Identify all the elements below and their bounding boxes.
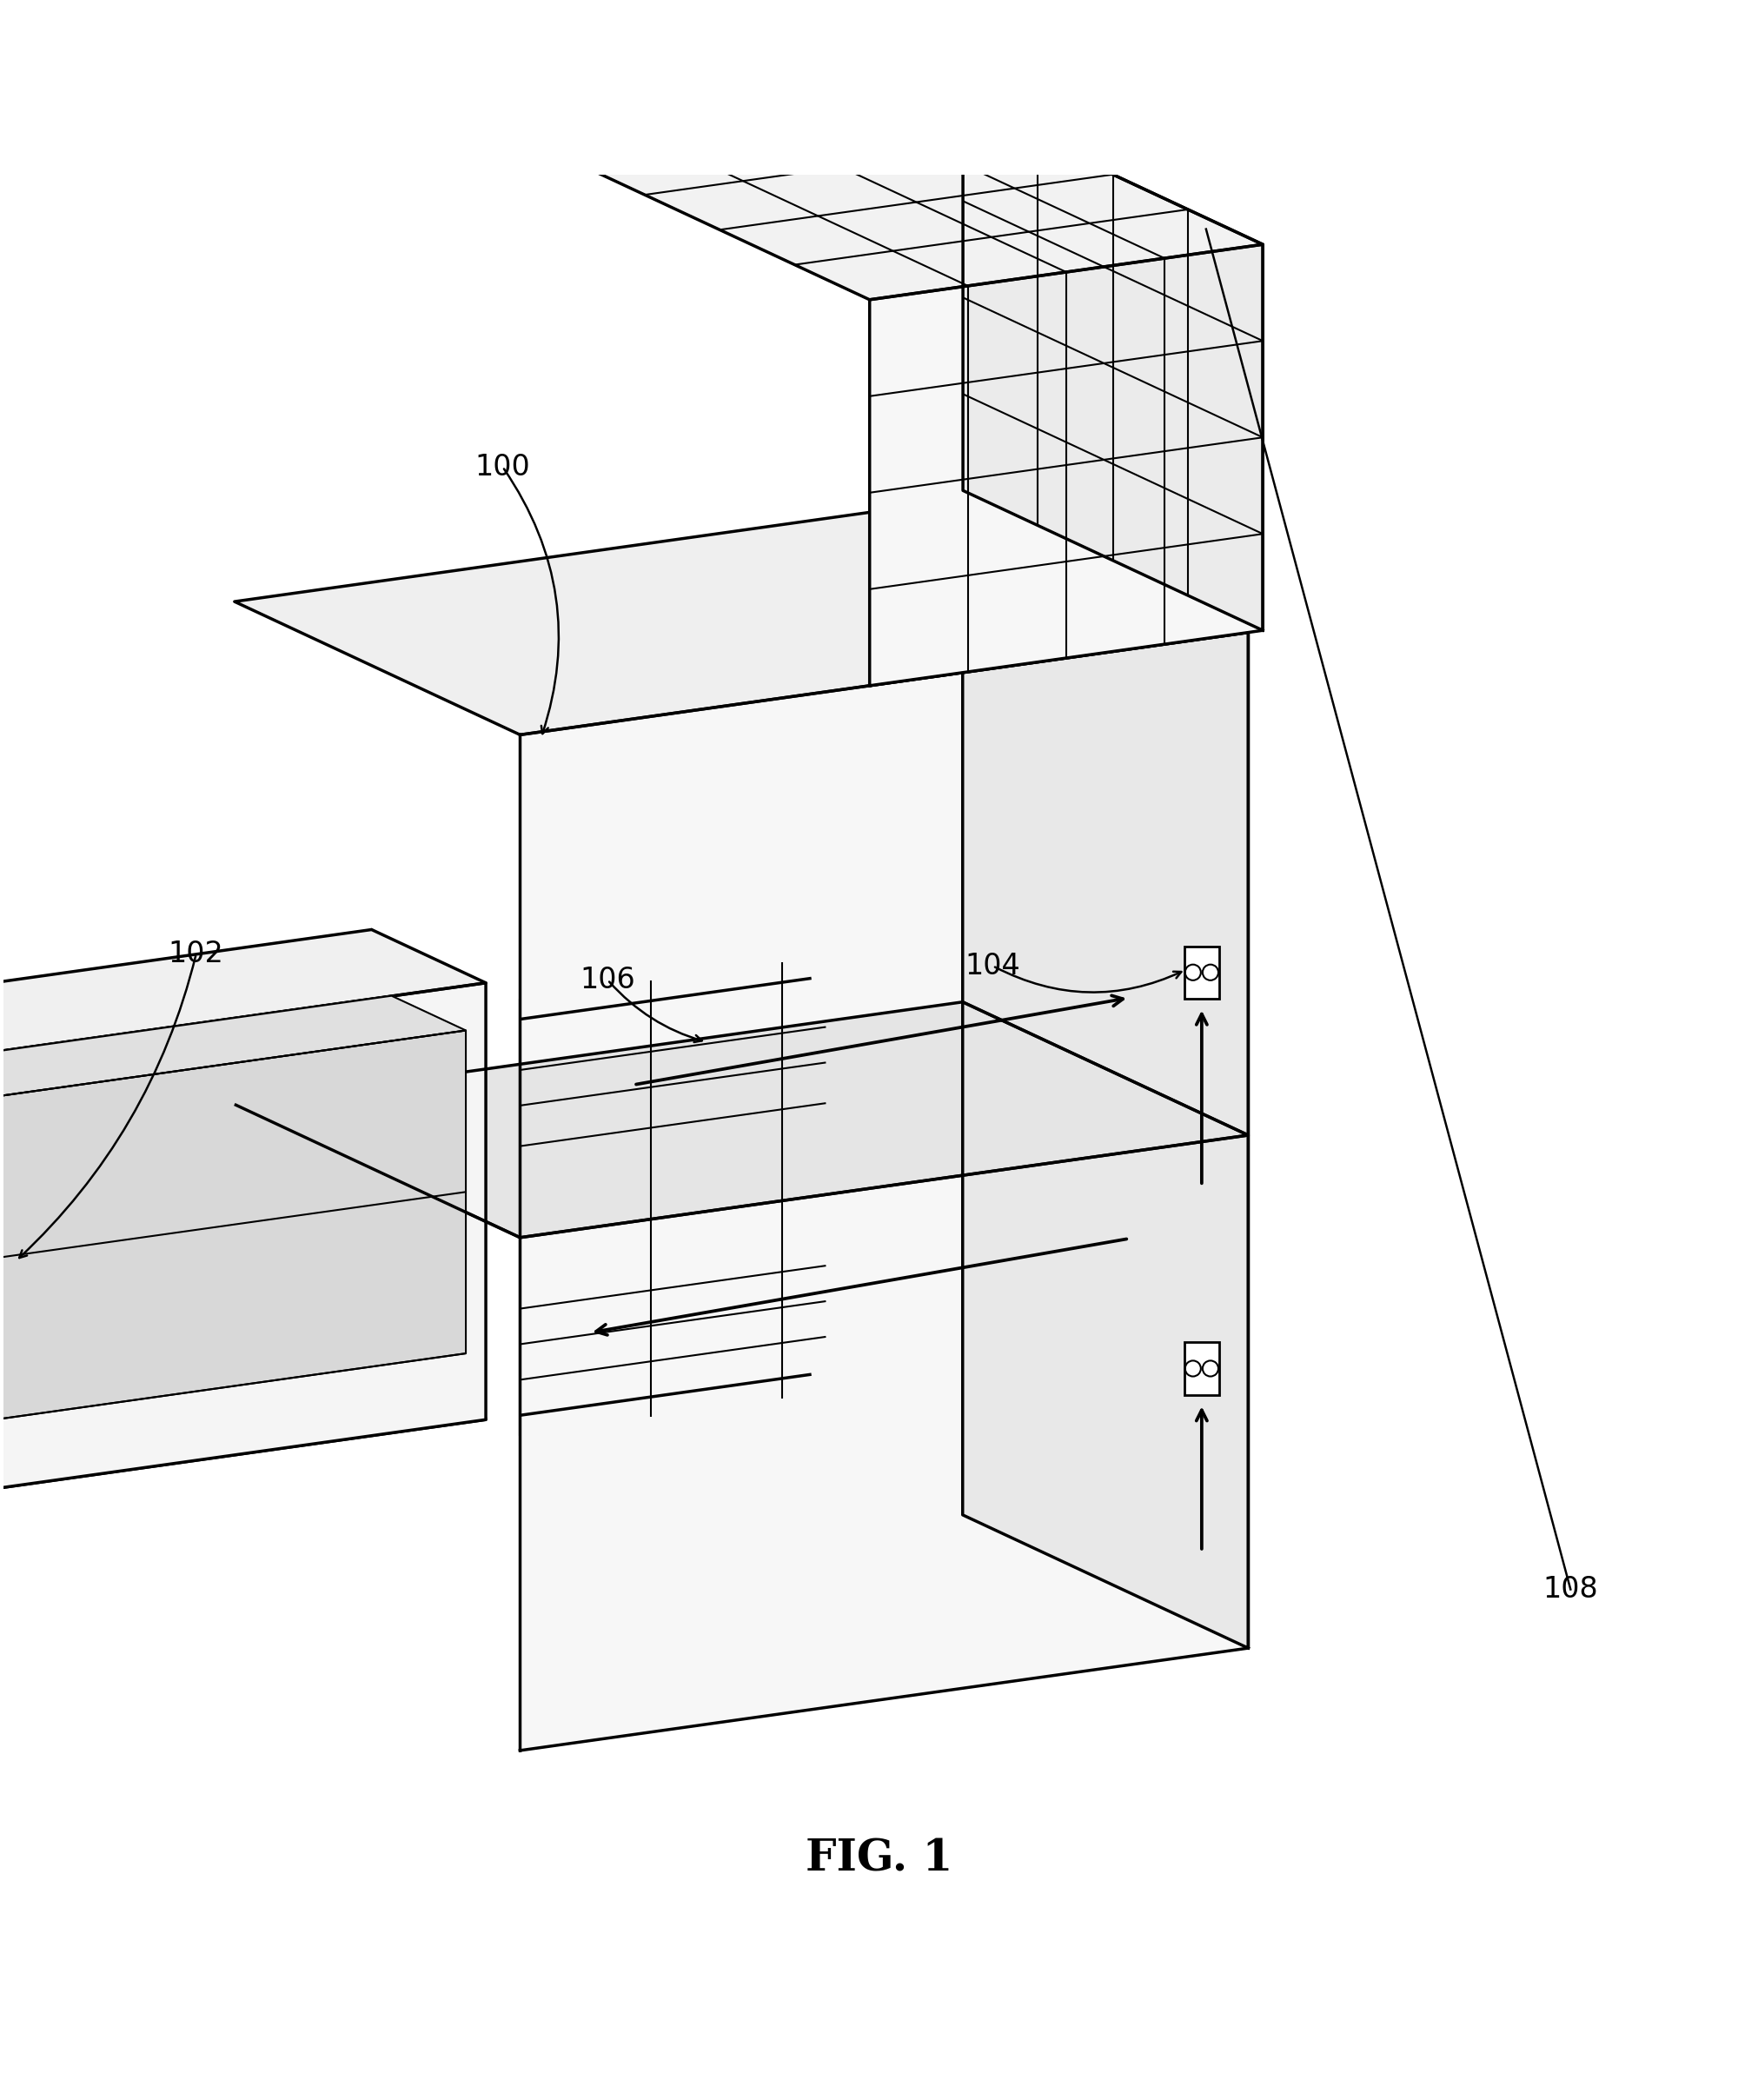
Text: 102: 102: [169, 939, 223, 968]
Polygon shape: [0, 1031, 466, 1483]
Polygon shape: [963, 105, 1262, 630]
Polygon shape: [0, 995, 466, 1161]
Polygon shape: [0, 983, 485, 1558]
Polygon shape: [963, 500, 1248, 1648]
Text: 106: 106: [580, 966, 635, 993]
Text: 100: 100: [475, 452, 531, 481]
Polygon shape: [870, 244, 1262, 687]
Polygon shape: [520, 632, 1248, 1751]
Bar: [1185, 947, 1220, 1000]
Polygon shape: [570, 105, 1262, 300]
Polygon shape: [234, 500, 1248, 735]
Polygon shape: [234, 1002, 1248, 1237]
Polygon shape: [0, 930, 485, 1121]
Polygon shape: [0, 930, 485, 1558]
Text: 108: 108: [1544, 1575, 1598, 1604]
Text: FIG. 1: FIG. 1: [805, 1838, 953, 1880]
Bar: [1185, 1342, 1220, 1394]
Text: 104: 104: [965, 951, 1020, 981]
